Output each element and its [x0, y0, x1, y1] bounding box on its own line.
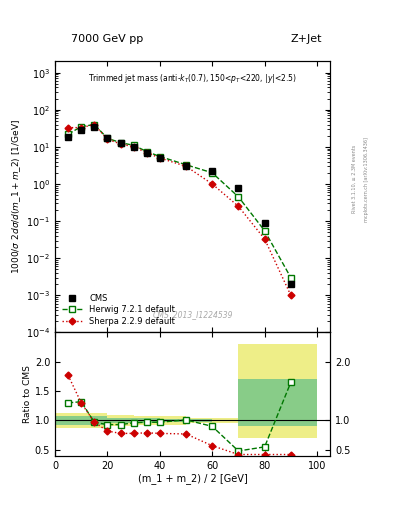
- Text: 7000 GeV pp: 7000 GeV pp: [71, 33, 143, 44]
- Text: Trimmed jet mass (anti-$k_T$(0.7), 150<$p_T$<220, $|y|$<2.5): Trimmed jet mass (anti-$k_T$(0.7), 150<$…: [88, 72, 297, 86]
- X-axis label: (m_1 + m_2) / 2 [GeV]: (m_1 + m_2) / 2 [GeV]: [138, 473, 248, 484]
- Y-axis label: $1000/\sigma\ 2d\sigma/d(m\_1 + m\_2)$ [1/GeV]: $1000/\sigma\ 2d\sigma/d(m\_1 + m\_2)$ […: [11, 119, 23, 274]
- Text: mcplots.cern.ch [arXiv:1306.3436]: mcplots.cern.ch [arXiv:1306.3436]: [364, 137, 369, 222]
- Text: CMS_2013_I1224539: CMS_2013_I1224539: [152, 310, 233, 319]
- Text: Z+Jet: Z+Jet: [291, 33, 322, 44]
- Legend: CMS, Herwig 7.2.1 default, Sherpa 2.2.9 default: CMS, Herwig 7.2.1 default, Sherpa 2.2.9 …: [59, 291, 178, 328]
- Y-axis label: Ratio to CMS: Ratio to CMS: [23, 365, 32, 423]
- Text: Rivet 3.1.10, ≥ 2.3M events: Rivet 3.1.10, ≥ 2.3M events: [352, 145, 357, 214]
